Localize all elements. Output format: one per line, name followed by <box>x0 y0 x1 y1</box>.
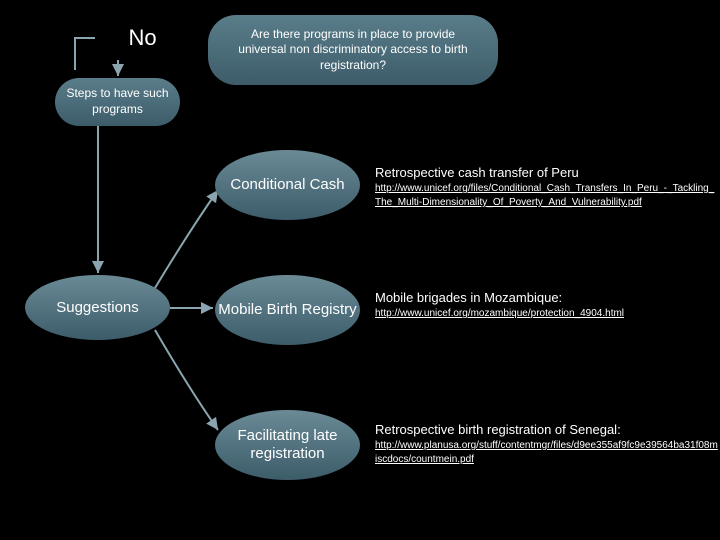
mobile-registry-node: Mobile Birth Registry <box>215 275 360 345</box>
peru-title: Retrospective cash transfer of Peru <box>375 165 579 180</box>
no-node: No <box>95 15 190 60</box>
question-node: Are there programs in place to provide u… <box>208 15 498 85</box>
senegal-title: Retrospective birth registration of Sene… <box>375 422 621 437</box>
peru-link[interactable]: http://www.unicef.org/files/Conditional_… <box>375 182 720 210</box>
mozambique-link[interactable]: http://www.unicef.org/mozambique/protect… <box>375 307 624 321</box>
suggestions-node: Suggestions <box>25 275 170 340</box>
suggestions-text: Suggestions <box>56 299 139 316</box>
question-text: Are there programs in place to provide u… <box>228 27 478 74</box>
mozambique-title: Mobile brigades in Mozambique: <box>375 290 562 305</box>
steps-text: Steps to have such programs <box>65 86 170 117</box>
senegal-link[interactable]: http://www.planusa.org/stuff/contentmgr/… <box>375 439 720 467</box>
conditional-cash-node: Conditional Cash <box>215 150 360 220</box>
mobile-text: Mobile Birth Registry <box>218 301 356 319</box>
no-label: No <box>128 25 156 51</box>
steps-node: Steps to have such programs <box>55 78 180 126</box>
facilitating-text: Facilitating late registration <box>215 427 360 463</box>
conditional-text: Conditional Cash <box>230 176 344 194</box>
facilitating-node: Facilitating late registration <box>215 410 360 480</box>
